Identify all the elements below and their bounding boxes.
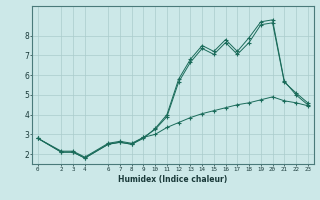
X-axis label: Humidex (Indice chaleur): Humidex (Indice chaleur) — [118, 175, 228, 184]
